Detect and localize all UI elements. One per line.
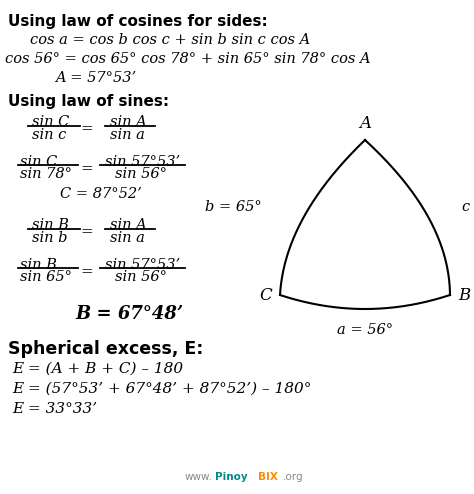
Text: sin a: sin a bbox=[110, 231, 145, 245]
Text: sin c: sin c bbox=[32, 128, 66, 142]
Text: sin 56°: sin 56° bbox=[115, 167, 167, 181]
Text: A = 57°53’: A = 57°53’ bbox=[55, 71, 136, 85]
Text: sin A: sin A bbox=[110, 218, 147, 232]
Text: sin b: sin b bbox=[32, 231, 67, 245]
Text: sin 57°53’: sin 57°53’ bbox=[105, 258, 180, 272]
Text: Using law of cosines for sides:: Using law of cosines for sides: bbox=[8, 14, 268, 29]
Text: C: C bbox=[259, 287, 272, 303]
Text: sin C: sin C bbox=[20, 155, 57, 169]
Text: cos 56° = cos 65° cos 78° + sin 65° sin 78° cos A: cos 56° = cos 65° cos 78° + sin 65° sin … bbox=[5, 52, 371, 66]
Text: Using law of sines:: Using law of sines: bbox=[8, 94, 169, 109]
Text: E = (A + B + C) – 180: E = (A + B + C) – 180 bbox=[12, 362, 183, 376]
Text: sin 78°: sin 78° bbox=[20, 167, 72, 181]
Text: Spherical excess, E:: Spherical excess, E: bbox=[8, 340, 203, 358]
Text: a = 56°: a = 56° bbox=[337, 323, 393, 337]
Text: =: = bbox=[80, 225, 93, 239]
Text: sin 65°: sin 65° bbox=[20, 270, 72, 284]
Text: .org: .org bbox=[283, 472, 304, 482]
Text: =: = bbox=[80, 162, 93, 176]
Text: cos a = cos b cos c + sin b sin c cos A: cos a = cos b cos c + sin b sin c cos A bbox=[30, 33, 310, 47]
Text: A: A bbox=[359, 115, 371, 132]
Text: E = 33°33’: E = 33°33’ bbox=[12, 402, 97, 416]
Text: E = (57°53’ + 67°48’ + 87°52’) – 180°: E = (57°53’ + 67°48’ + 87°52’) – 180° bbox=[12, 382, 311, 396]
Text: sin a: sin a bbox=[110, 128, 145, 142]
Text: www.: www. bbox=[185, 472, 213, 482]
Text: sin B: sin B bbox=[20, 258, 57, 272]
Text: b = 65°: b = 65° bbox=[205, 200, 262, 214]
Text: =: = bbox=[80, 122, 93, 136]
Text: B = 67°48’: B = 67°48’ bbox=[75, 305, 183, 323]
Text: BIX: BIX bbox=[258, 472, 278, 482]
Text: C = 87°52’: C = 87°52’ bbox=[60, 187, 142, 201]
Text: sin B: sin B bbox=[32, 218, 69, 232]
Text: c =78°: c =78° bbox=[462, 200, 474, 214]
Text: B: B bbox=[458, 287, 470, 303]
Text: sin A: sin A bbox=[110, 115, 147, 129]
Text: sin 57°53’: sin 57°53’ bbox=[105, 155, 180, 169]
Text: =: = bbox=[80, 265, 93, 279]
Text: Pinoy: Pinoy bbox=[215, 472, 247, 482]
Text: sin 56°: sin 56° bbox=[115, 270, 167, 284]
Text: sin C: sin C bbox=[32, 115, 69, 129]
